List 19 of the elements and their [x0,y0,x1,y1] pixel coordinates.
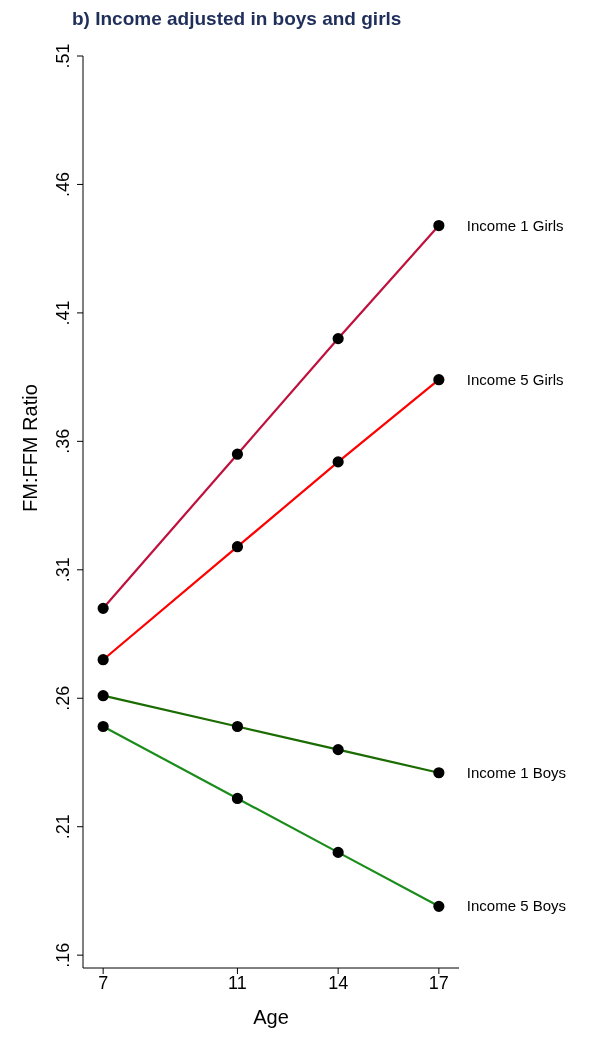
y-tick-label: .51 [53,43,73,69]
series-label: Income 1 Girls [466,216,564,234]
y-tick-label: .21 [53,814,73,840]
y-tick-label: .26 [53,685,73,711]
series-label: Income 5 Boys [466,897,567,915]
series-label: Income 5 Girls [466,370,564,388]
y-tick-label: .36 [53,428,73,454]
y-tick-label: .41 [53,300,73,326]
x-tick-label: 7 [98,972,109,993]
x-tick-label: 17 [428,972,449,993]
chart-title: b) Income adjusted in boys and girls [72,8,402,30]
x-tick-label: 11 [228,972,247,993]
y-axis-title: FM:FFM Ratio [19,384,42,512]
y-tick-label: .31 [53,557,73,583]
series-label: Income 1 Boys [466,763,567,781]
x-axis-title: Age [253,1006,289,1028]
y-tick-label: .16 [53,942,73,968]
x-tick-label: 14 [328,972,349,993]
y-tick-label: .46 [53,171,73,197]
